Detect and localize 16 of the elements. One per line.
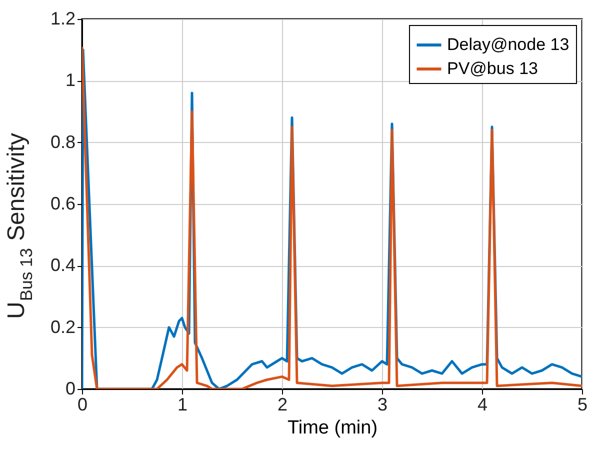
legend-label: Delay@node 13 [447,35,570,54]
y-tick-label: 1 [65,70,76,90]
y-tick-label: 0.2 [50,316,76,337]
y-axis-title: UBus 13 Sensitivity [3,132,36,319]
x-tick-label: 1 [177,394,188,414]
y-tick-label: 1.2 [50,8,76,28]
x-axis-title: Time (min) [287,418,378,438]
x-tick-label: 5 [577,394,588,414]
y-tick-label: 0 [65,378,76,398]
legend-label: PV@bus 13 [447,59,538,78]
y-tick-label: 0.8 [50,132,76,152]
y-tick-label: 0.6 [50,194,76,214]
x-tick-label: 4 [477,394,488,414]
y-tick-label: 0.4 [50,255,76,276]
x-tick-label: 2 [277,394,288,414]
x-tick-label: 3 [377,394,388,414]
